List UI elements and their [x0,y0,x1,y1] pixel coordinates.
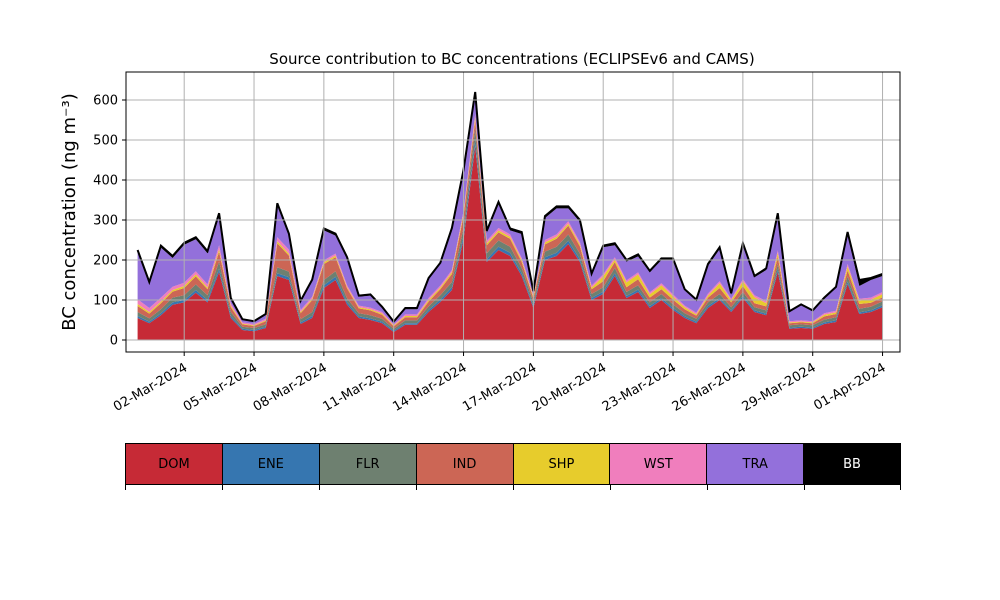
legend-tick [610,485,611,490]
legend-item-dom: DOM [126,444,223,484]
y-tick-label: 200 [93,254,118,269]
legend-tick [416,485,417,490]
legend-item-tra: TRA [707,444,805,484]
chart-title: Source contribution to BC concentrations… [269,50,754,68]
x-tick-label: 05-Mar-2024 [181,360,260,414]
total-outline [136,91,883,324]
legend-tick [900,485,901,490]
legend-item-ene: ENE [222,444,320,484]
legend-tick [707,485,708,490]
legend-tick [319,485,320,490]
x-tick-label: 20-Mar-2024 [530,360,609,414]
plot-area: 0 100 200 300 400 500 600 02-Mar-202405-Mar-202… [93,71,901,415]
legend-item-shp: SHP [513,444,611,484]
legend-item-wst: WST [610,444,708,484]
legend-item-flr: FLR [319,444,417,484]
legend-tick [804,485,805,490]
y-tick-label: 300 [93,214,118,229]
legend-colorbar: DOM ENE FLR IND SHP WST TRA BB [125,443,901,485]
legend-tick [222,485,223,490]
x-tick-label: 02-Mar-2024 [111,360,190,414]
x-tick-label: 14-Mar-2024 [390,360,469,414]
y-tick-label: 400 [93,174,118,189]
legend-item-bb: BB [804,444,900,484]
plot-frame [125,71,901,353]
y-tick-label: 100 [93,294,118,309]
x-tick-label: 26-Mar-2024 [670,360,749,414]
legend-ticks [125,485,901,491]
x-tick-label: 23-Mar-2024 [600,360,679,414]
x-tick-label: 01-Apr-2024 [811,360,888,413]
legend-tick [513,485,514,490]
x-tick-label: 29-Mar-2024 [740,360,819,414]
x-tick-label: 11-Mar-2024 [321,360,400,414]
y-tick-label: 500 [93,134,118,149]
y-axis-label: BC concentration (ng m⁻³) [59,93,80,331]
y-tick-label: 0 [110,334,118,349]
y-tick-label: 600 [93,94,118,109]
x-tick-label: 08-Mar-2024 [251,360,330,414]
legend-tick [125,485,126,490]
x-tick-label: 17-Mar-2024 [460,360,539,414]
legend-item-ind: IND [416,444,514,484]
